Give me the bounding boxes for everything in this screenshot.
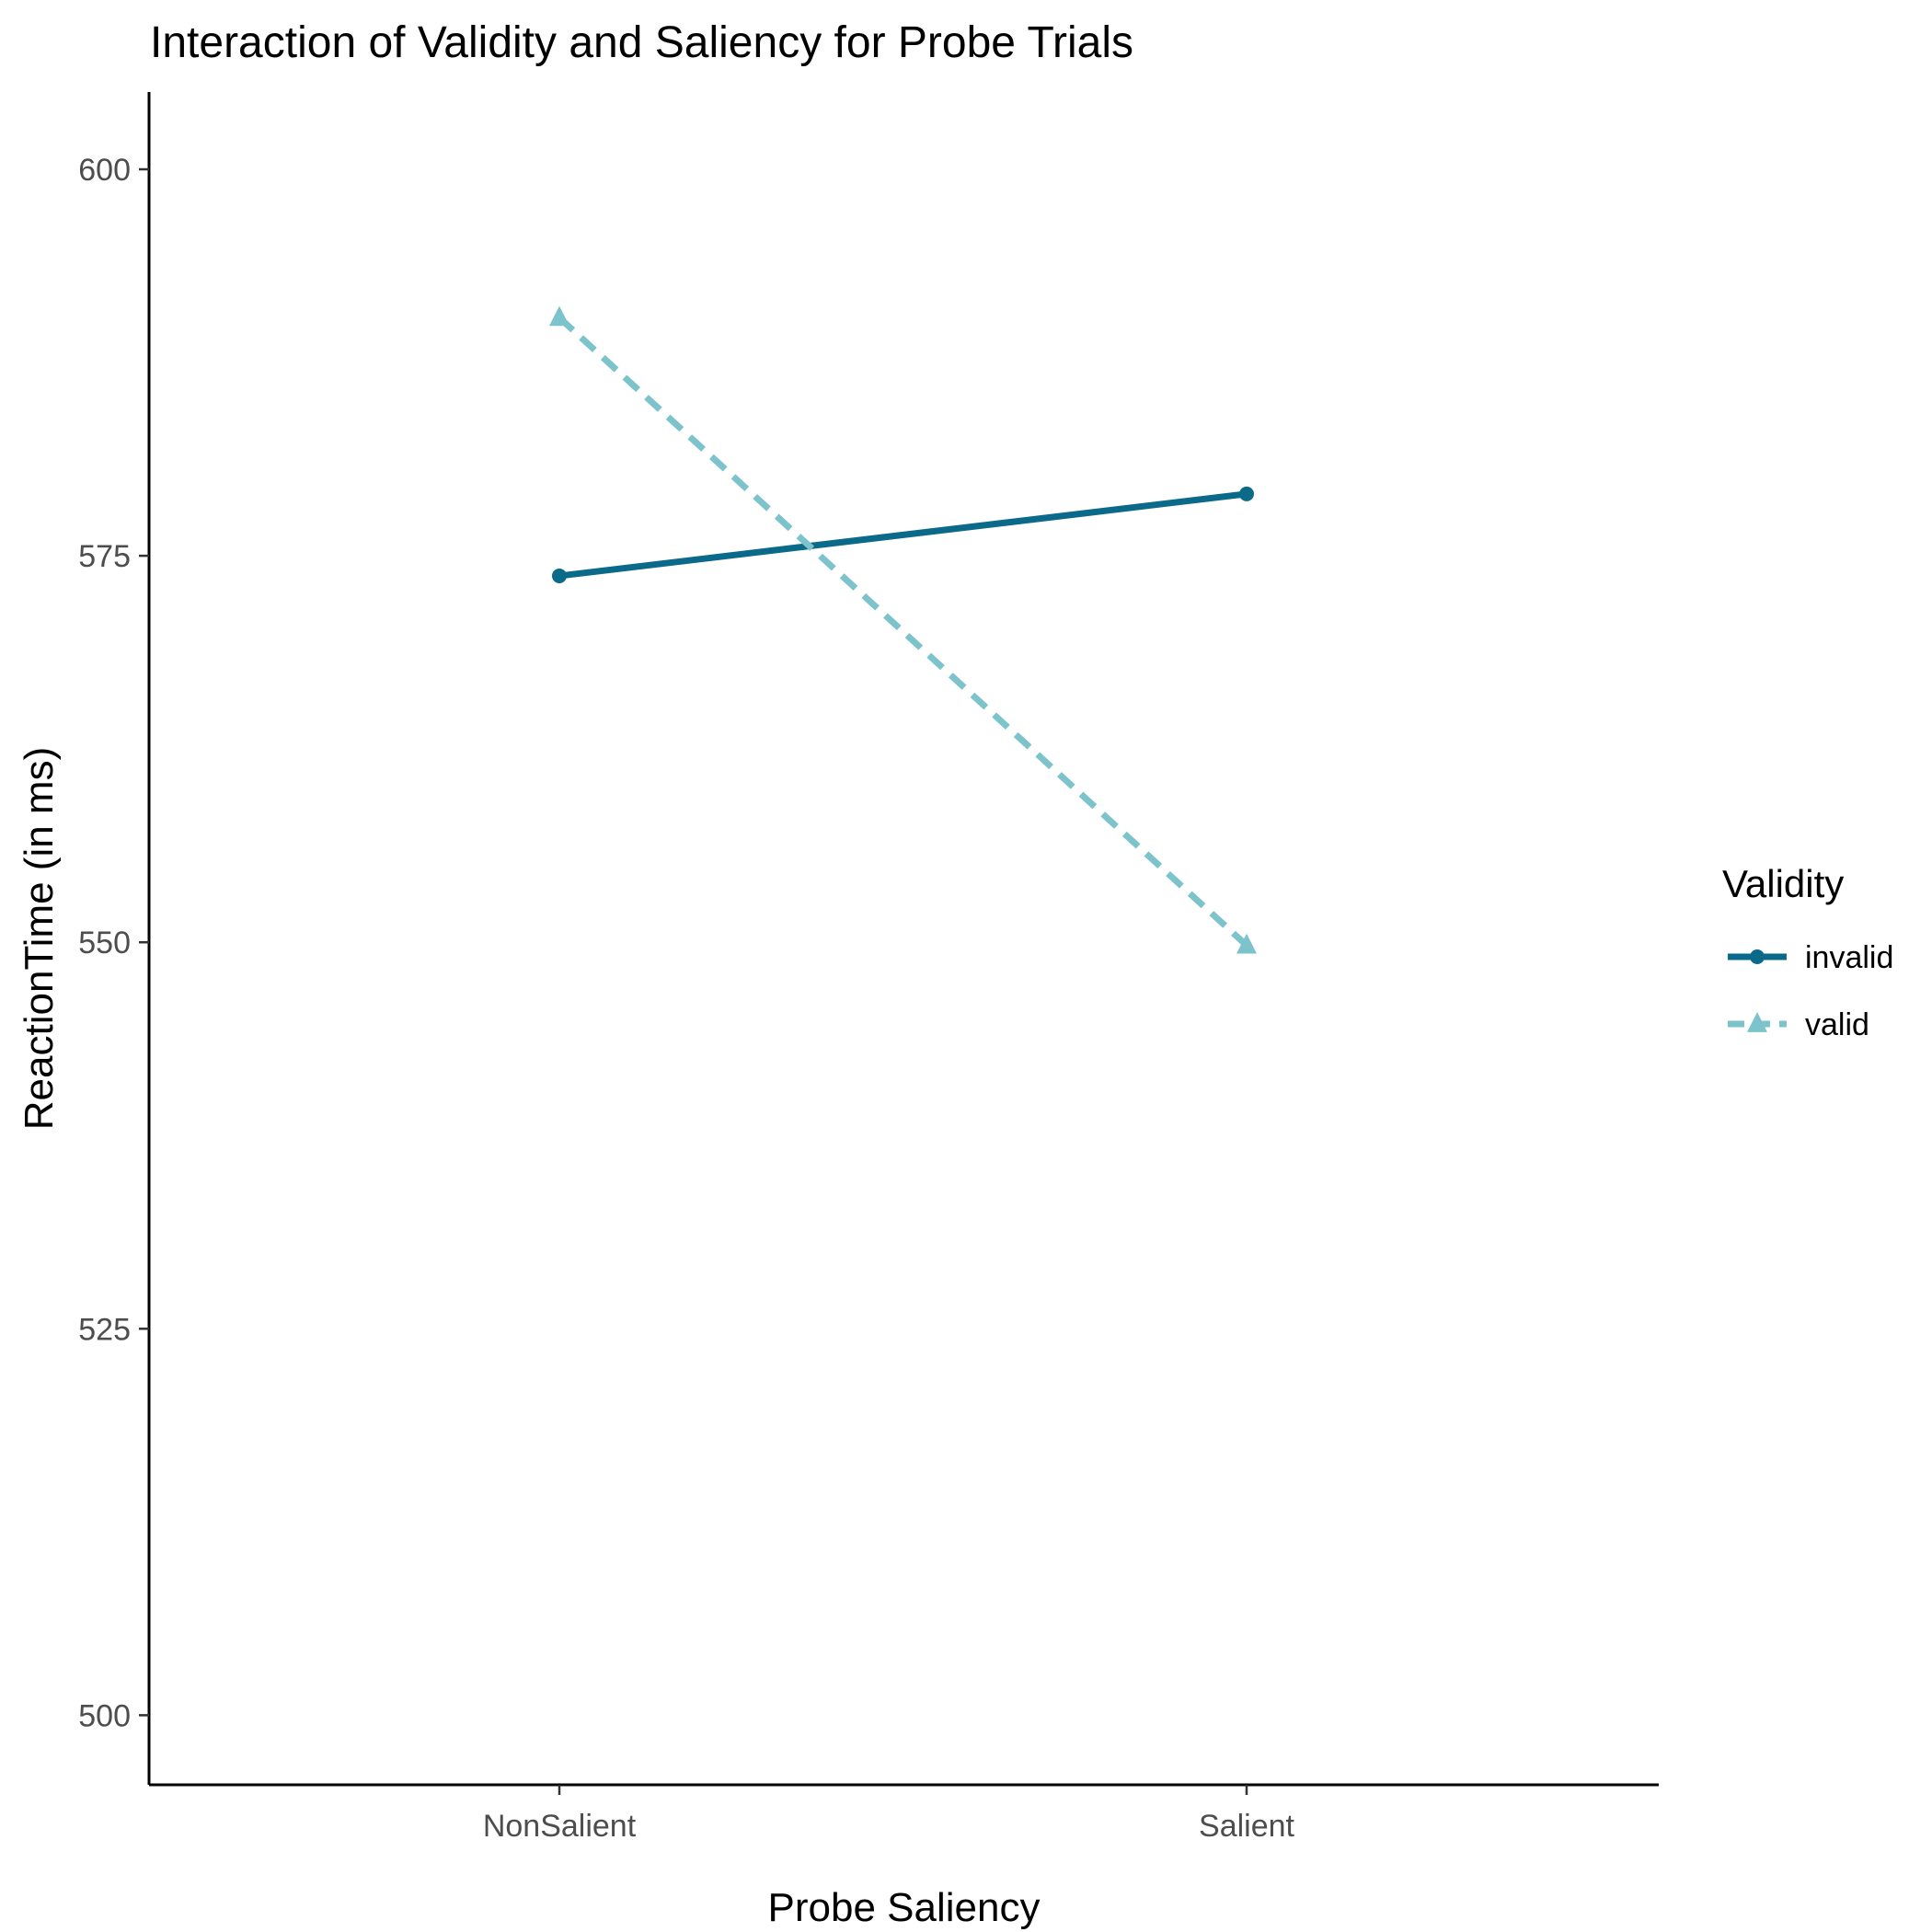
y-tick-label: 600 — [78, 153, 131, 188]
plot-area — [549, 305, 1257, 954]
y-tick-label: 525 — [78, 1312, 131, 1347]
x-axis-ticks: NonSalient Salient — [483, 1785, 1295, 1844]
y-axis-title: ReactionTime (in ms) — [17, 747, 62, 1130]
y-tick-label: 575 — [78, 539, 131, 574]
legend-label-valid: valid — [1805, 1007, 1869, 1042]
data-point-valid — [549, 305, 569, 327]
legend-key-marker-invalid — [1750, 949, 1765, 964]
x-tick-label: NonSalient — [483, 1809, 637, 1844]
x-axis-title: Probe Saliency — [768, 1885, 1041, 1930]
x-tick-label: Salient — [1199, 1809, 1295, 1844]
y-tick-label: 550 — [78, 926, 131, 960]
data-point-valid — [1236, 933, 1257, 954]
series-line-valid — [557, 315, 1249, 949]
series-line-invalid — [558, 490, 1248, 580]
data-point-invalid — [552, 568, 567, 583]
y-tick-label: 500 — [78, 1698, 131, 1733]
chart-title: Interaction of Validity and Saliency for… — [150, 18, 1133, 67]
legend-title: Validity — [1722, 862, 1844, 905]
y-axis-ticks: 500 525 550 575 600 — [78, 153, 149, 1733]
legend-key-marker-valid — [1747, 1012, 1767, 1032]
data-point-invalid — [1239, 486, 1254, 501]
legend: Validity invalid valid — [1722, 862, 1893, 1042]
legend-label-invalid: invalid — [1805, 940, 1893, 975]
